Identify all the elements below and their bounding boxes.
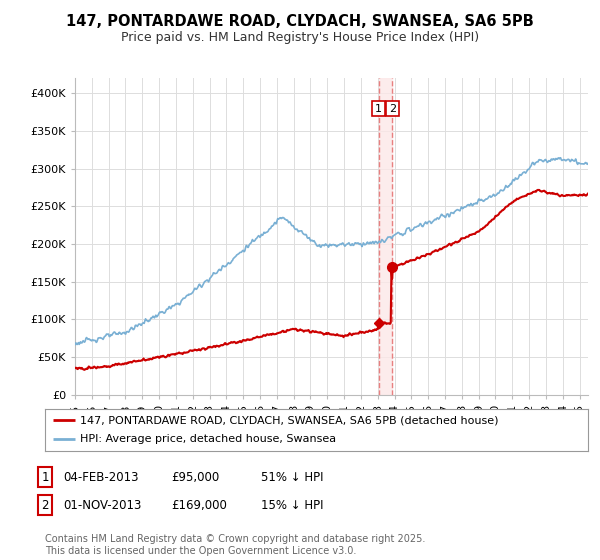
Text: 1: 1 bbox=[375, 104, 382, 114]
Bar bbox=[379, 78, 392, 395]
Text: 1: 1 bbox=[41, 470, 49, 484]
Text: HPI: Average price, detached house, Swansea: HPI: Average price, detached house, Swan… bbox=[80, 435, 337, 445]
Text: 04-FEB-2013: 04-FEB-2013 bbox=[63, 470, 139, 484]
Text: 01-NOV-2013: 01-NOV-2013 bbox=[63, 498, 142, 512]
Text: Price paid vs. HM Land Registry's House Price Index (HPI): Price paid vs. HM Land Registry's House … bbox=[121, 31, 479, 44]
Text: 147, PONTARDAWE ROAD, CLYDACH, SWANSEA, SA6 5PB: 147, PONTARDAWE ROAD, CLYDACH, SWANSEA, … bbox=[66, 14, 534, 29]
Text: 2: 2 bbox=[389, 104, 396, 114]
Text: £95,000: £95,000 bbox=[171, 470, 219, 484]
Text: Contains HM Land Registry data © Crown copyright and database right 2025.
This d: Contains HM Land Registry data © Crown c… bbox=[45, 534, 425, 556]
Text: 147, PONTARDAWE ROAD, CLYDACH, SWANSEA, SA6 5PB (detached house): 147, PONTARDAWE ROAD, CLYDACH, SWANSEA, … bbox=[80, 415, 499, 425]
Text: 2: 2 bbox=[41, 498, 49, 512]
Text: 51% ↓ HPI: 51% ↓ HPI bbox=[261, 470, 323, 484]
Text: 15% ↓ HPI: 15% ↓ HPI bbox=[261, 498, 323, 512]
Text: £169,000: £169,000 bbox=[171, 498, 227, 512]
